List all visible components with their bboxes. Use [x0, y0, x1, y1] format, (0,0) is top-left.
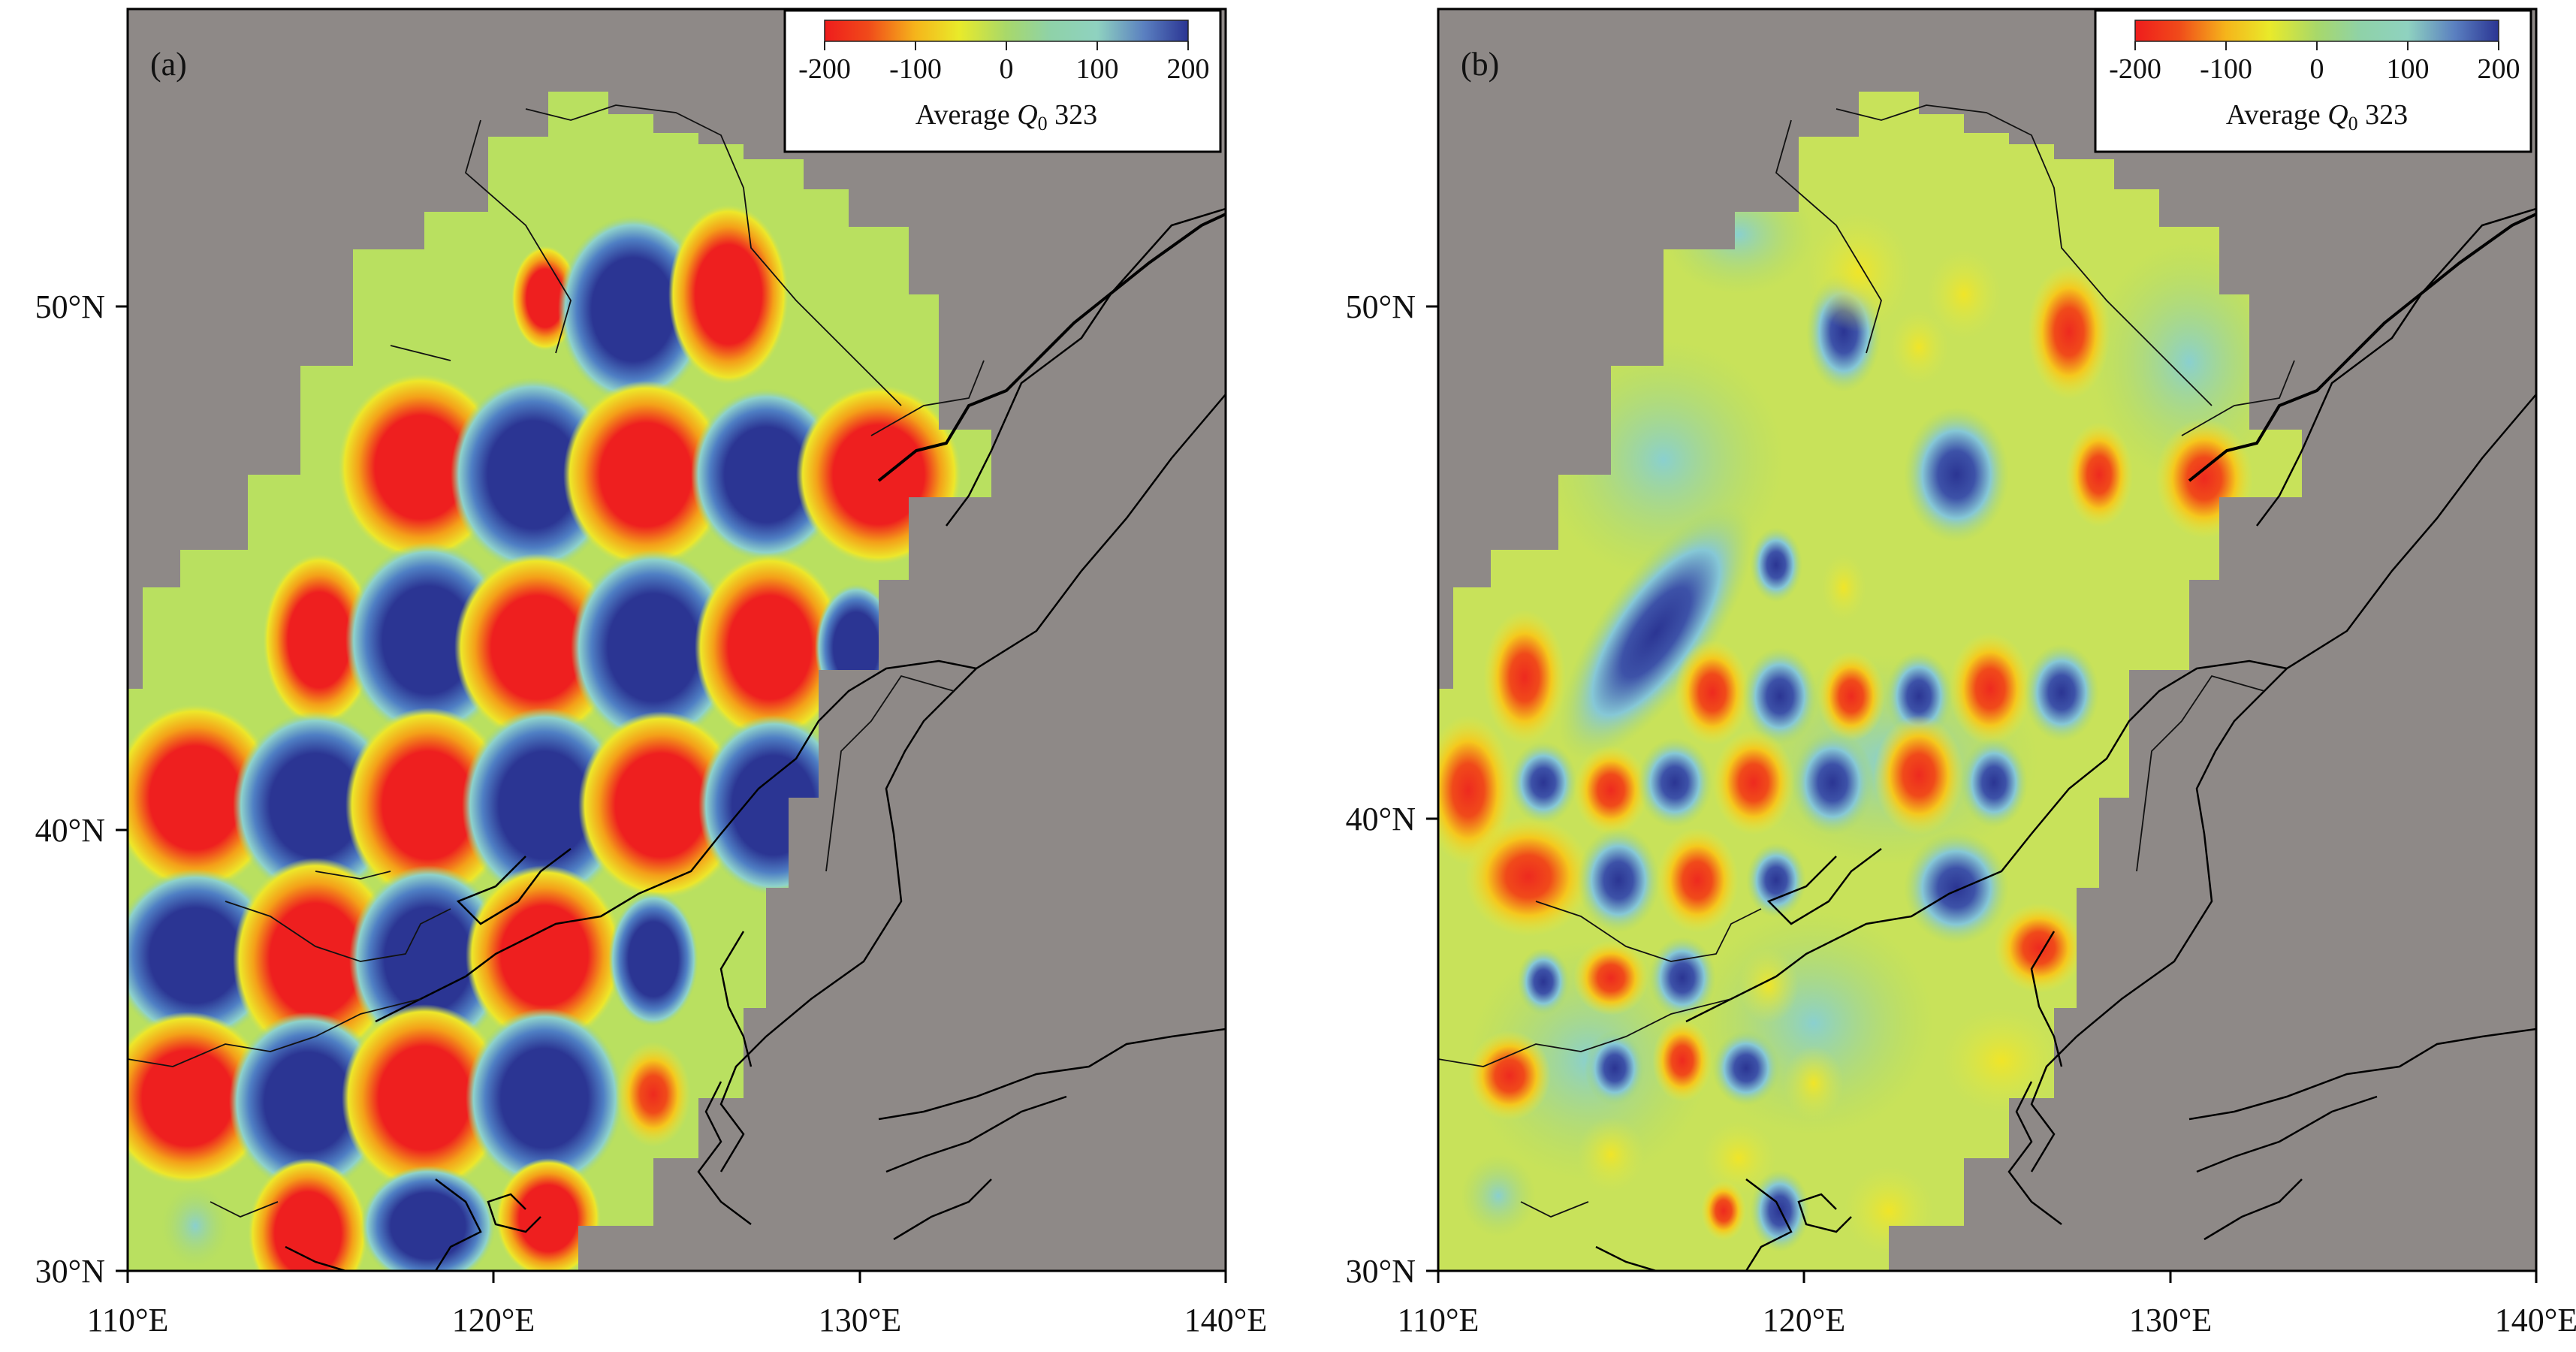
x-axis-a	[126, 1271, 1227, 1283]
y-axis-b	[1426, 305, 1438, 1272]
colorbar-tick: -200	[798, 53, 851, 85]
colorbar-tick: -100	[889, 53, 942, 85]
colorbar-tick: 0	[1000, 53, 1014, 85]
panel-b: 110°E 120°E 130°E 140°E 30°N 40°N 50°N (…	[1346, 8, 2576, 1338]
colorbar-tick: 200	[1167, 53, 1210, 85]
colorbar-tick: 100	[2387, 53, 2430, 85]
colorbar-tick: -100	[2200, 53, 2252, 85]
colorbar-a: -200 -100 0 100 200 Average Q0 323	[783, 9, 1222, 153]
colorbar-tick: -200	[2109, 53, 2161, 85]
y-tick-label: 30°N	[35, 1253, 105, 1290]
colorbar-gradient-a	[824, 20, 1189, 42]
y-tick-label: 40°N	[35, 812, 105, 849]
x-axis-b	[1437, 1271, 2538, 1283]
x-tick-label: 120°E	[452, 1302, 535, 1338]
panel-label-a: (a)	[150, 46, 187, 83]
y-tick-label: 30°N	[1346, 1253, 1416, 1290]
border-thick-b	[2188, 213, 2536, 482]
panel-a: 110°E 120°E 130°E 140°E 30°N 40°N 50°N (…	[35, 8, 1267, 1338]
panel-label-b: (b)	[1461, 46, 1499, 83]
colorbar-b: -200 -100 0 100 200 Average Q0 323	[2094, 9, 2532, 153]
y-tick-label: 40°N	[1346, 801, 1416, 837]
borders-a	[128, 104, 985, 1218]
x-tick-label: 130°E	[819, 1302, 901, 1338]
x-tick-label: 140°E	[2495, 1302, 2576, 1338]
colorbar-tick: 200	[2478, 53, 2520, 85]
x-tick-label: 110°E	[87, 1302, 169, 1338]
y-tick-label: 50°N	[1346, 288, 1416, 325]
x-tick-label: 110°E	[1398, 1302, 1480, 1338]
colorbar-tick: 100	[1076, 53, 1119, 85]
border-thick-a	[877, 213, 1226, 482]
colorbar-title: Average Q0 323	[2226, 99, 2408, 134]
y-tick-label: 50°N	[35, 288, 105, 325]
colorbar-tick: 0	[2310, 53, 2324, 85]
x-tick-label: 140°E	[1184, 1302, 1267, 1338]
coastlines-b	[1595, 207, 2536, 1271]
y-axis-a	[116, 305, 128, 1272]
colorbar-gradient-b	[2134, 20, 2499, 42]
x-tick-label: 130°E	[2129, 1302, 2212, 1338]
checkerboard-a	[128, 204, 961, 1271]
coastlines-a	[285, 207, 1226, 1271]
borders-b	[1438, 104, 2295, 1218]
checkerboard-b	[1438, 174, 2302, 1256]
x-tick-label: 120°E	[1763, 1302, 1845, 1338]
colorbar-title: Average Q0 323	[915, 99, 1097, 134]
